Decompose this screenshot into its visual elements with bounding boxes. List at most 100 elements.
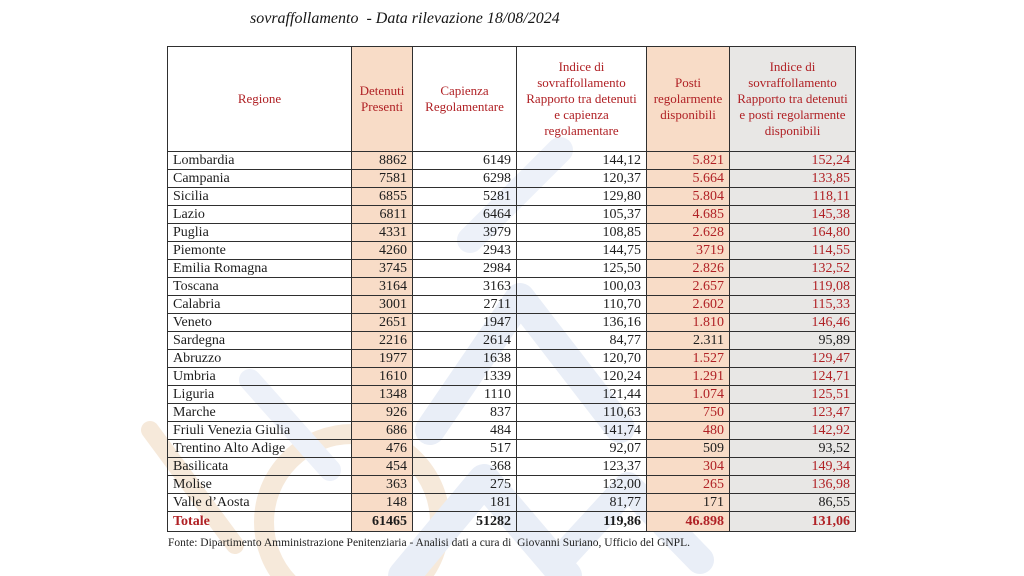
cell-regione: Sardegna	[167, 331, 352, 350]
cell-indice-capienza: 120,70	[516, 349, 647, 368]
cell-posti: 2.628	[646, 223, 730, 242]
cell-regione: Puglia	[167, 223, 352, 242]
cell-capienza: 2711	[412, 295, 517, 314]
cell-detenuti: 1348	[351, 385, 413, 404]
cell-indice-capienza: 125,50	[516, 259, 647, 278]
cell-indice-posti: 145,38	[729, 205, 856, 224]
cell-capienza: 3979	[412, 223, 517, 242]
cell-regione: Friuli Venezia Giulia	[167, 421, 352, 440]
cell-capienza: 1339	[412, 367, 517, 386]
table-row: Molise 363 275 132,00 265 136,98	[167, 475, 856, 494]
cell-regione: Lazio	[167, 205, 352, 224]
cell-posti: 3719	[646, 241, 730, 260]
cell-detenuti: 3001	[351, 295, 413, 314]
cell-posti: 5.821	[646, 151, 730, 170]
table-body: Lombardia 8862 6149 144,12 5.821 152,24 …	[167, 151, 856, 512]
table-row: Piemonte 4260 2943 144,75 3719 114,55	[167, 241, 856, 260]
cell-posti: 480	[646, 421, 730, 440]
cell-indice-capienza: 92,07	[516, 439, 647, 458]
cell-regione: Sicilia	[167, 187, 352, 206]
col-header-regione: Regione	[167, 46, 352, 152]
cell-indice-capienza: 121,44	[516, 385, 647, 404]
total-indice-posti: 131,06	[729, 511, 856, 532]
table-row: Friuli Venezia Giulia 686 484 141,74 480…	[167, 421, 856, 440]
cell-regione: Veneto	[167, 313, 352, 332]
table-row: Trentino Alto Adige 476 517 92,07 509 93…	[167, 439, 856, 458]
table-row: Basilicata 454 368 123,37 304 149,34	[167, 457, 856, 476]
cell-indice-capienza: 129,80	[516, 187, 647, 206]
cell-capienza: 6149	[412, 151, 517, 170]
cell-indice-posti: 95,89	[729, 331, 856, 350]
table-row: Sicilia 6855 5281 129,80 5.804 118,11	[167, 187, 856, 206]
table-row: Liguria 1348 1110 121,44 1.074 125,51	[167, 385, 856, 404]
cell-indice-capienza: 144,12	[516, 151, 647, 170]
cell-posti: 5.664	[646, 169, 730, 188]
cell-regione: Trentino Alto Adige	[167, 439, 352, 458]
cell-indice-posti: 124,71	[729, 367, 856, 386]
cell-capienza: 1947	[412, 313, 517, 332]
cell-capienza: 1110	[412, 385, 517, 404]
cell-indice-posti: 164,80	[729, 223, 856, 242]
col-header-detenuti: Detenuti Presenti	[351, 46, 413, 152]
cell-indice-capienza: 84,77	[516, 331, 647, 350]
cell-detenuti: 686	[351, 421, 413, 440]
total-indice-capienza: 119,86	[516, 511, 647, 532]
cell-detenuti: 476	[351, 439, 413, 458]
table-row: Puglia 4331 3979 108,85 2.628 164,80	[167, 223, 856, 242]
cell-regione: Marche	[167, 403, 352, 422]
cell-posti: 4.685	[646, 205, 730, 224]
cell-detenuti: 363	[351, 475, 413, 494]
cell-detenuti: 454	[351, 457, 413, 476]
cell-indice-posti: 132,52	[729, 259, 856, 278]
table-row: Calabria 3001 2711 110,70 2.602 115,33	[167, 295, 856, 314]
cell-indice-capienza: 120,37	[516, 169, 647, 188]
cell-indice-posti: 123,47	[729, 403, 856, 422]
cell-posti: 2.657	[646, 277, 730, 296]
cell-indice-capienza: 108,85	[516, 223, 647, 242]
cell-posti: 265	[646, 475, 730, 494]
cell-indice-posti: 86,55	[729, 493, 856, 512]
page-title: sovraffollamento - Data rilevazione 18/0…	[250, 10, 560, 27]
source-note: Fonte: Dipartimento Amministrazione Peni…	[168, 537, 690, 549]
cell-regione: Molise	[167, 475, 352, 494]
cell-indice-posti: 115,33	[729, 295, 856, 314]
col-header-indice-capienza: Indice di sovraffollamento Rapporto tra …	[516, 46, 647, 152]
cell-regione: Campania	[167, 169, 352, 188]
cell-posti: 2.826	[646, 259, 730, 278]
table-row: Umbria 1610 1339 120,24 1.291 124,71	[167, 367, 856, 386]
cell-capienza: 5281	[412, 187, 517, 206]
cell-posti: 1.291	[646, 367, 730, 386]
table-row: Emilia Romagna 3745 2984 125,50 2.826 13…	[167, 259, 856, 278]
cell-regione: Piemonte	[167, 241, 352, 260]
cell-detenuti: 926	[351, 403, 413, 422]
cell-detenuti: 3745	[351, 259, 413, 278]
cell-detenuti: 1610	[351, 367, 413, 386]
cell-regione: Liguria	[167, 385, 352, 404]
cell-indice-capienza: 144,75	[516, 241, 647, 260]
cell-regione: Umbria	[167, 367, 352, 386]
cell-indice-capienza: 81,77	[516, 493, 647, 512]
cell-posti: 2.602	[646, 295, 730, 314]
cell-capienza: 517	[412, 439, 517, 458]
cell-posti: 1.527	[646, 349, 730, 368]
cell-indice-posti: 125,51	[729, 385, 856, 404]
cell-detenuti: 6855	[351, 187, 413, 206]
col-header-indice-posti: Indice di sovraffollamento Rapporto tra …	[729, 46, 856, 152]
cell-indice-capienza: 132,00	[516, 475, 647, 494]
cell-detenuti: 2216	[351, 331, 413, 350]
cell-posti: 1.810	[646, 313, 730, 332]
cell-regione: Abruzzo	[167, 349, 352, 368]
cell-indice-capienza: 136,16	[516, 313, 647, 332]
header-row: Regione Detenuti Presenti Capienza Regol…	[167, 46, 856, 152]
cell-capienza: 2984	[412, 259, 517, 278]
cell-detenuti: 148	[351, 493, 413, 512]
cell-detenuti: 3164	[351, 277, 413, 296]
table-row: Toscana 3164 3163 100,03 2.657 119,08	[167, 277, 856, 296]
cell-indice-posti: 118,11	[729, 187, 856, 206]
cell-detenuti: 1977	[351, 349, 413, 368]
cell-regione: Lombardia	[167, 151, 352, 170]
cell-capienza: 275	[412, 475, 517, 494]
total-capienza: 51282	[412, 511, 517, 532]
cell-indice-capienza: 141,74	[516, 421, 647, 440]
cell-posti: 304	[646, 457, 730, 476]
